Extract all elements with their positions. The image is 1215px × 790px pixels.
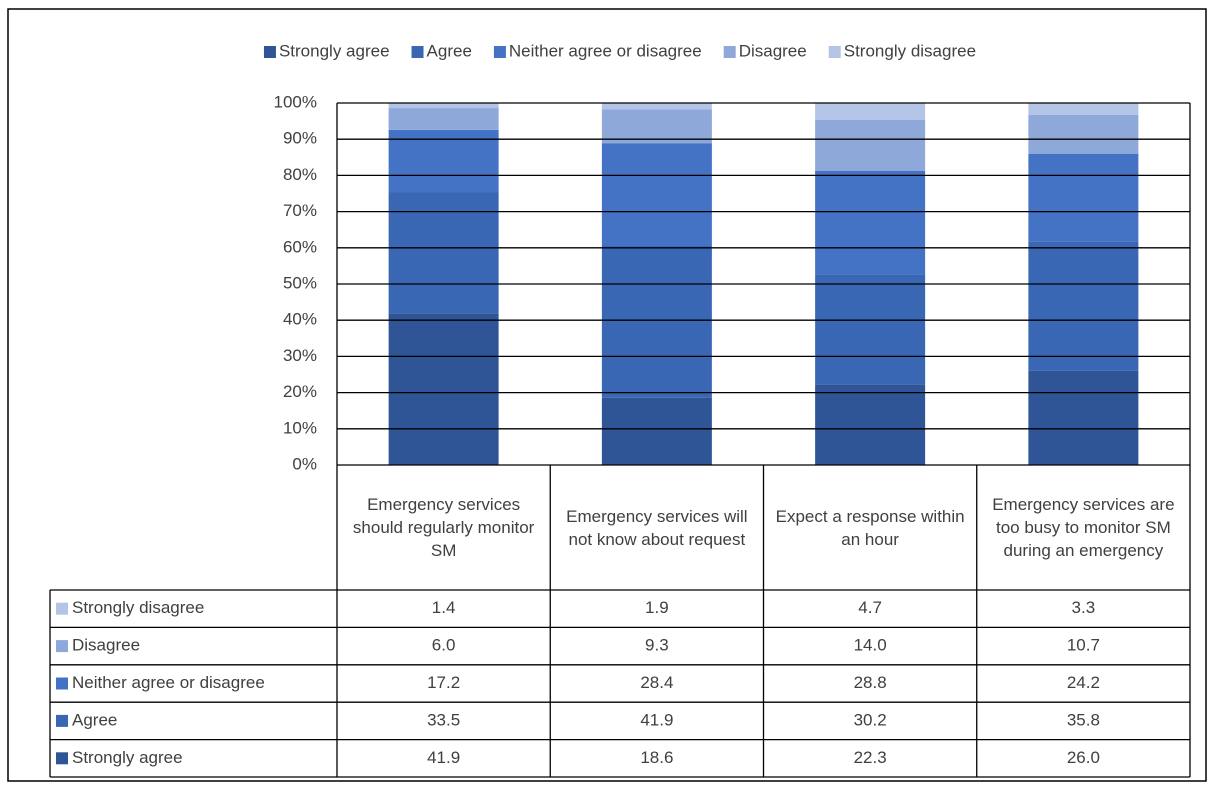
legend-label: Strongly agree xyxy=(279,41,390,60)
legend-label: Agree xyxy=(427,41,472,60)
table-value: 18.6 xyxy=(640,748,673,767)
y-tick-label: 50% xyxy=(283,273,317,292)
table-value: 24.2 xyxy=(1067,673,1100,692)
table-value: 1.9 xyxy=(645,598,669,617)
bar-segment xyxy=(1028,241,1139,371)
table-value: 17.2 xyxy=(427,673,460,692)
legend-label: Disagree xyxy=(739,41,807,60)
table-value: 4.7 xyxy=(858,598,882,617)
bar-segment xyxy=(815,274,926,385)
table-value: 30.2 xyxy=(854,710,887,729)
legend-key xyxy=(56,714,68,727)
y-tick-label: 80% xyxy=(283,165,317,184)
x-tick-label: Emergency services will not know about r… xyxy=(566,506,748,549)
legend-label: Neither agree or disagree xyxy=(509,41,702,60)
table-value: 35.8 xyxy=(1067,710,1100,729)
y-tick-label: 60% xyxy=(283,237,317,256)
bar-segment xyxy=(388,129,499,193)
y-tick-label: 10% xyxy=(283,418,317,437)
row-label: Agree xyxy=(72,710,117,729)
bar-segment xyxy=(601,109,712,144)
legend-key xyxy=(828,46,841,58)
bar-segment xyxy=(388,108,499,130)
table-value: 14.0 xyxy=(854,636,887,655)
legend: Strongly agree Agree Neither agree or disa… xyxy=(263,41,976,60)
table-value: 26.0 xyxy=(1067,748,1100,767)
bar-segment xyxy=(815,170,926,275)
bar-segment xyxy=(1028,114,1139,154)
bar-segment xyxy=(1028,103,1139,115)
table-value: 41.9 xyxy=(640,710,673,729)
category-cell: Emergency services will not know about r… xyxy=(566,506,748,549)
legend-key xyxy=(263,46,276,58)
legend-key xyxy=(56,752,68,765)
bar-segment xyxy=(601,102,712,110)
x-tick-label: Emergency services are too busy to monit… xyxy=(992,495,1175,560)
legend-key xyxy=(493,46,506,58)
chart-border xyxy=(7,8,1207,782)
bar-segment xyxy=(815,103,926,121)
table-value: 22.3 xyxy=(854,748,887,767)
category-cell: Emergency services are too busy to monit… xyxy=(992,495,1175,560)
bar-segment xyxy=(1028,153,1139,242)
row-label: Strongly agree xyxy=(72,748,183,767)
y-tick-label: 20% xyxy=(283,382,317,401)
y-tick-label: 0% xyxy=(292,454,317,473)
row-label: Disagree xyxy=(72,636,140,655)
category-cell: Emergency services should regularly moni… xyxy=(352,495,535,560)
y-tick-label: 40% xyxy=(283,310,317,329)
bar-segment xyxy=(601,143,712,246)
bar-segment xyxy=(601,245,712,398)
table-value: 41.9 xyxy=(427,748,460,767)
x-tick-label: Expect a response within an hour xyxy=(775,506,965,549)
table-value: 3.3 xyxy=(1072,598,1096,617)
bar-segment xyxy=(1028,370,1139,465)
table-value: 9.3 xyxy=(645,636,669,655)
legend-key xyxy=(56,602,68,615)
table-value: 6.0 xyxy=(432,636,456,655)
legend-key xyxy=(56,640,68,653)
table-value: 10.7 xyxy=(1067,636,1100,655)
legend-key xyxy=(56,677,68,690)
bar-segment xyxy=(388,192,499,314)
legend-label: Strongly disagree xyxy=(844,41,976,60)
x-tick-label: Emergency services should regularly moni… xyxy=(352,495,535,560)
bar-segment xyxy=(815,120,926,171)
category-cell: Expect a response within an hour xyxy=(775,506,965,549)
row-label: Neither agree or disagree xyxy=(72,673,265,692)
y-tick-label: 100% xyxy=(274,92,317,111)
y-tick-label: 30% xyxy=(283,346,317,365)
row-label: Strongly disagree xyxy=(72,598,204,617)
legend-key xyxy=(723,46,736,58)
bar-segment xyxy=(815,384,926,465)
y-tick-label: 70% xyxy=(283,201,317,220)
table-value: 1.4 xyxy=(432,598,456,617)
y-tick-label: 90% xyxy=(283,129,317,148)
legend-key xyxy=(411,46,424,58)
bar-segment xyxy=(601,397,712,465)
table-value: 28.8 xyxy=(854,673,887,692)
bar-segment xyxy=(388,103,499,109)
table-value: 33.5 xyxy=(427,710,460,729)
bar-segment xyxy=(388,313,499,465)
table-value: 28.4 xyxy=(640,673,673,692)
